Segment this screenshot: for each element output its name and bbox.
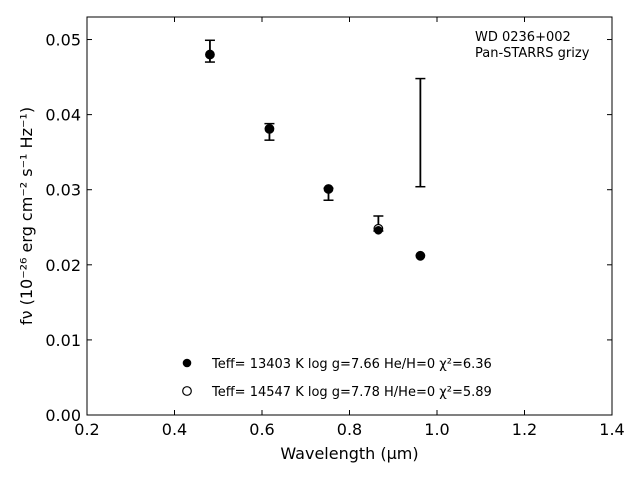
legend-marker-open	[182, 386, 192, 396]
x-tick-label: 1.4	[599, 420, 624, 439]
legend-label: Teff= 14547 K log g=7.78 H/He=0 χ²=5.89	[211, 385, 492, 400]
annotation-object-name: WD 0236+002	[475, 30, 571, 45]
model-point-filled	[205, 50, 215, 59]
y-tick-label: 0.01	[45, 331, 81, 350]
legend-entry: Teff= 13403 K log g=7.66 He/H=0 χ²=6.36	[182, 357, 492, 372]
data-points	[205, 49, 426, 261]
axis-ticks: 0.2 0.4 0.6 0.8 1.0 1.2 1.4 0.00 0.01 0.02 0.03 0.0…	[45, 17, 625, 439]
legend-label: Teff= 13403 K log g=7.66 He/H=0 χ²=6.36	[211, 357, 492, 372]
x-tick-label: 1.0	[424, 420, 449, 439]
model-point-filled	[416, 251, 425, 261]
annotation-survey: Pan-STARRS grizy	[475, 46, 590, 61]
x-axis-label: Wavelength (μm)	[280, 444, 418, 463]
x-tick-label: 0.6	[249, 420, 274, 439]
x-tick-label: 1.2	[512, 420, 537, 439]
plot-frame	[86, 16, 613, 416]
y-tick-label: 0.04	[45, 106, 81, 125]
x-tick-label: 0.8	[337, 420, 362, 439]
y-tick-label: 0.00	[45, 406, 81, 425]
y-tick-label: 0.03	[45, 181, 81, 200]
error-bars	[204, 39, 426, 232]
model-point-filled	[265, 124, 274, 134]
legend-marker-filled	[182, 358, 192, 368]
y-tick-label: 0.02	[45, 256, 81, 275]
y-axis-label: fν (10⁻²⁶ erg cm⁻² s⁻¹ Hz⁻¹)	[17, 107, 36, 325]
legend: Teff= 13403 K log g=7.66 He/H=0 χ²=6.36 T…	[182, 357, 492, 400]
legend-entry: Teff= 14547 K log g=7.78 H/He=0 χ²=5.89	[182, 385, 492, 400]
model-point-filled	[374, 225, 383, 235]
x-tick-label: 0.4	[162, 420, 187, 439]
observed-error-bar	[415, 77, 426, 188]
y-tick-label: 0.05	[45, 31, 81, 50]
model-point-filled	[324, 184, 333, 194]
x-tick-label: 0.2	[74, 420, 99, 439]
